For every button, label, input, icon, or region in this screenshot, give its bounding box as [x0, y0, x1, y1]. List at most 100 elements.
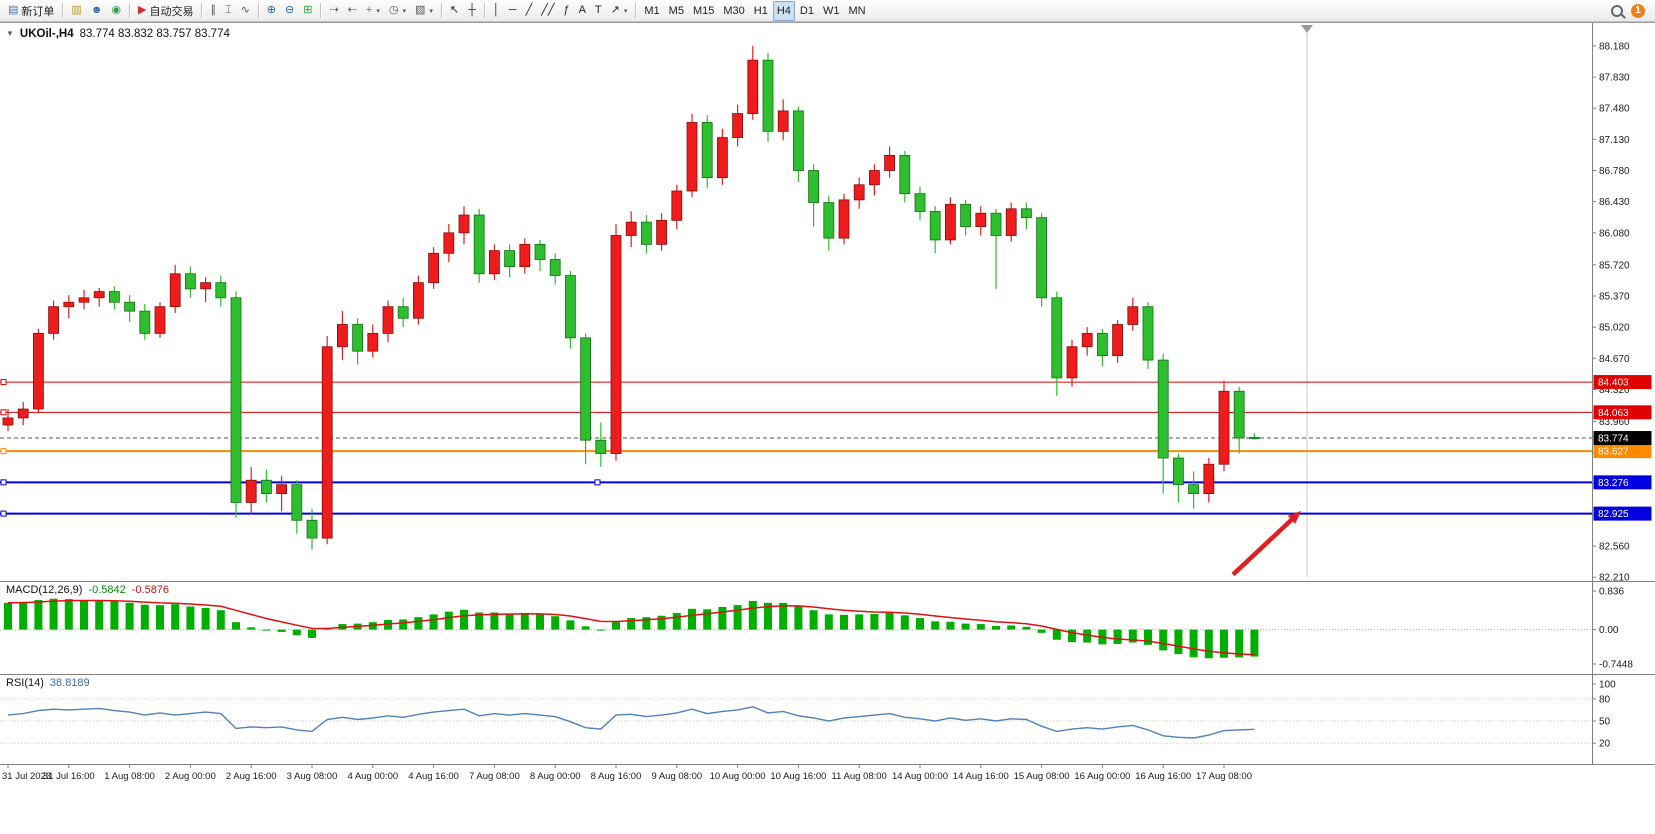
price-tick-label: 86.430 [1599, 197, 1630, 208]
fibonacci-icon: ƒ [563, 4, 570, 16]
time-tick-label: 7 Aug 08:00 [469, 771, 520, 782]
price-tick-label: 86.080 [1599, 228, 1630, 239]
profiles-icon[interactable]: ☻ [87, 1, 107, 21]
line-handle[interactable] [0, 479, 7, 486]
annotation-arrow[interactable] [1231, 516, 1296, 577]
dropdown-caret-icon: ▾ [623, 7, 628, 15]
panel-divider[interactable] [0, 578, 1655, 584]
channel-icon[interactable]: ╱╱ [537, 1, 558, 21]
notification-badge[interactable]: 1 [1631, 3, 1645, 18]
time-tick-label: 3 Aug 08:00 [287, 771, 338, 782]
charts-menu-icon[interactable]: ▥ [67, 1, 85, 21]
tf-m30-button[interactable]: M30 [719, 1, 748, 21]
line-handle[interactable] [0, 409, 7, 416]
chart-shift-icon[interactable]: ⇠ [344, 1, 361, 21]
macd-panel[interactable]: 0.836 0.00 -0.7448 [0, 581, 1655, 674]
trendline-icon: ╱ [525, 4, 533, 16]
tf-m15-button[interactable]: M15 [689, 1, 718, 21]
line-handle[interactable] [0, 448, 7, 455]
bars-chart-icon[interactable]: ∥ [206, 1, 220, 21]
tf-h1-button[interactable]: H1 [750, 1, 772, 21]
svg-text:83.276: 83.276 [1598, 478, 1629, 489]
candlestick-chart-icon: ⌶ [224, 4, 232, 16]
cursor-icon: ↖ [449, 4, 460, 16]
horizontal-line-icon: ─ [508, 4, 517, 16]
templates-icon: ▧ [414, 4, 426, 16]
auto-scroll-icon: ⇢ [329, 4, 339, 16]
price-tick-label: 87.830 [1599, 73, 1630, 84]
fibonacci-icon[interactable]: ƒ [559, 1, 573, 21]
indicators-icon[interactable]: + ▾ [362, 1, 384, 21]
tf-mn-button[interactable]: MN [844, 1, 869, 21]
tf-m1-button[interactable]: M1 [640, 1, 663, 21]
tf-h4-button[interactable]: H4 [772, 0, 795, 21]
trendline-icon[interactable]: ╱ [522, 1, 537, 21]
new-order-button[interactable]: ▤ 新订单 [4, 1, 58, 21]
refresh-icon[interactable]: ◉ [107, 1, 125, 21]
rsi-tick-label: 80 [1599, 694, 1611, 705]
crosshair-icon[interactable]: ┼ [464, 1, 480, 21]
line-chart-icon[interactable]: ∿ [237, 1, 254, 21]
autotrading-button[interactable]: ▶ 自动交易 [134, 1, 197, 21]
search-icon[interactable] [1611, 4, 1623, 17]
one-click-trading-button[interactable]: ▼ [6, 29, 14, 38]
toolbar-separator [635, 3, 637, 18]
price-tick-label: 82.560 [1599, 542, 1630, 553]
zoom-in-icon[interactable]: ⊕ [263, 1, 280, 21]
macd-main-value: -0.5842 [88, 584, 126, 596]
panel-divider[interactable] [0, 671, 1655, 677]
tf-m5-button[interactable]: M5 [665, 1, 688, 21]
tf-mn-button-label: MN [848, 4, 866, 17]
hline-price-badge [1593, 375, 1652, 390]
periods-icon[interactable]: ◷ ▾ [385, 1, 410, 21]
candlestick-chart-icon[interactable]: ⌶ [221, 1, 236, 21]
templates-icon[interactable]: ▧ ▾ [411, 1, 437, 21]
annotation-arrow-head[interactable] [1287, 510, 1301, 524]
rsi-tick-label: 50 [1599, 717, 1611, 728]
bars-chart-icon: ∥ [210, 4, 216, 16]
line-handle[interactable] [0, 379, 7, 386]
tf-m5-button-label: M5 [668, 4, 684, 17]
rsi-tick-label: 100 [1599, 680, 1616, 691]
autotrading-button-label: 自动交易 [149, 5, 194, 18]
symbol-period-label: UKOil-,H4 [19, 28, 74, 40]
time-tick-label: 1 Aug 08:00 [104, 771, 155, 782]
toolbar-separator [257, 3, 259, 18]
toolbar-separator [440, 3, 442, 18]
line-handle[interactable] [594, 479, 601, 486]
horizontal-line-icon[interactable]: ─ [505, 1, 521, 21]
toolbar: ▤ 新订单 ▥ ☻ ◉ ▶ 自动交易 ∥ ⌶ ∿ ⊕ ⊖ ⊞ ⇢ ⇠ + ▾ ◷ ▾ ▧ ▾ ↖ ┼ │ ─ ╱ ╱╱ ƒ A T ↗ ▾ M1… [0, 0, 1655, 22]
macd-name: MACD(12,26,9) [6, 584, 83, 596]
rsi-panel[interactable]: 100 80 50 20 [0, 674, 1655, 764]
text-label-icon[interactable]: T [591, 1, 606, 21]
tile-windows-icon[interactable]: ⊞ [299, 1, 316, 21]
price-axis[interactable] [1592, 23, 1655, 764]
tile-windows-icon: ⊞ [303, 4, 313, 16]
time-axis[interactable]: 31 Jul 2023 31 Jul 16:00 1 Aug 08:00 2 Aug … [0, 764, 1655, 790]
rsi-tick-label: 20 [1599, 739, 1611, 750]
cursor-icon[interactable]: ↖ [446, 1, 463, 21]
price-chart-svg[interactable]: 88.180 87.830 87.480 87.130 86.780 86.430 86.0… [0, 23, 1655, 581]
price-tick-label: 86.780 [1599, 166, 1630, 177]
text-icon[interactable]: A [575, 1, 590, 21]
line-handle[interactable] [0, 510, 7, 517]
zoom-out-icon[interactable]: ⊖ [281, 1, 298, 21]
price-chart-area[interactable]: 88.180 87.830 87.480 87.130 86.780 86.430 86.0… [0, 23, 1655, 581]
time-tick-label: 10 Aug 00:00 [710, 771, 766, 782]
hline-price-badge [1593, 405, 1652, 420]
tf-w1-button[interactable]: W1 [819, 1, 844, 21]
hline-price-badge [1593, 506, 1652, 521]
macd-svg[interactable]: 0.836 0.00 -0.7448 [0, 581, 1655, 674]
price-tick-label: 87.130 [1599, 135, 1630, 146]
price-tick-label: 85.720 [1599, 260, 1630, 271]
toolbar-separator [201, 3, 203, 18]
tf-d1-button[interactable]: D1 [796, 1, 818, 21]
toolbar-separator [62, 3, 64, 18]
auto-scroll-icon[interactable]: ⇢ [325, 1, 342, 21]
vertical-line-icon[interactable]: │ [489, 1, 504, 21]
rsi-svg[interactable]: 100 80 50 20 [0, 674, 1655, 764]
arrows-icon[interactable]: ↗ ▾ [607, 1, 632, 21]
text-label-icon: T [594, 4, 602, 16]
zoom-in-icon: ⊕ [266, 4, 277, 16]
